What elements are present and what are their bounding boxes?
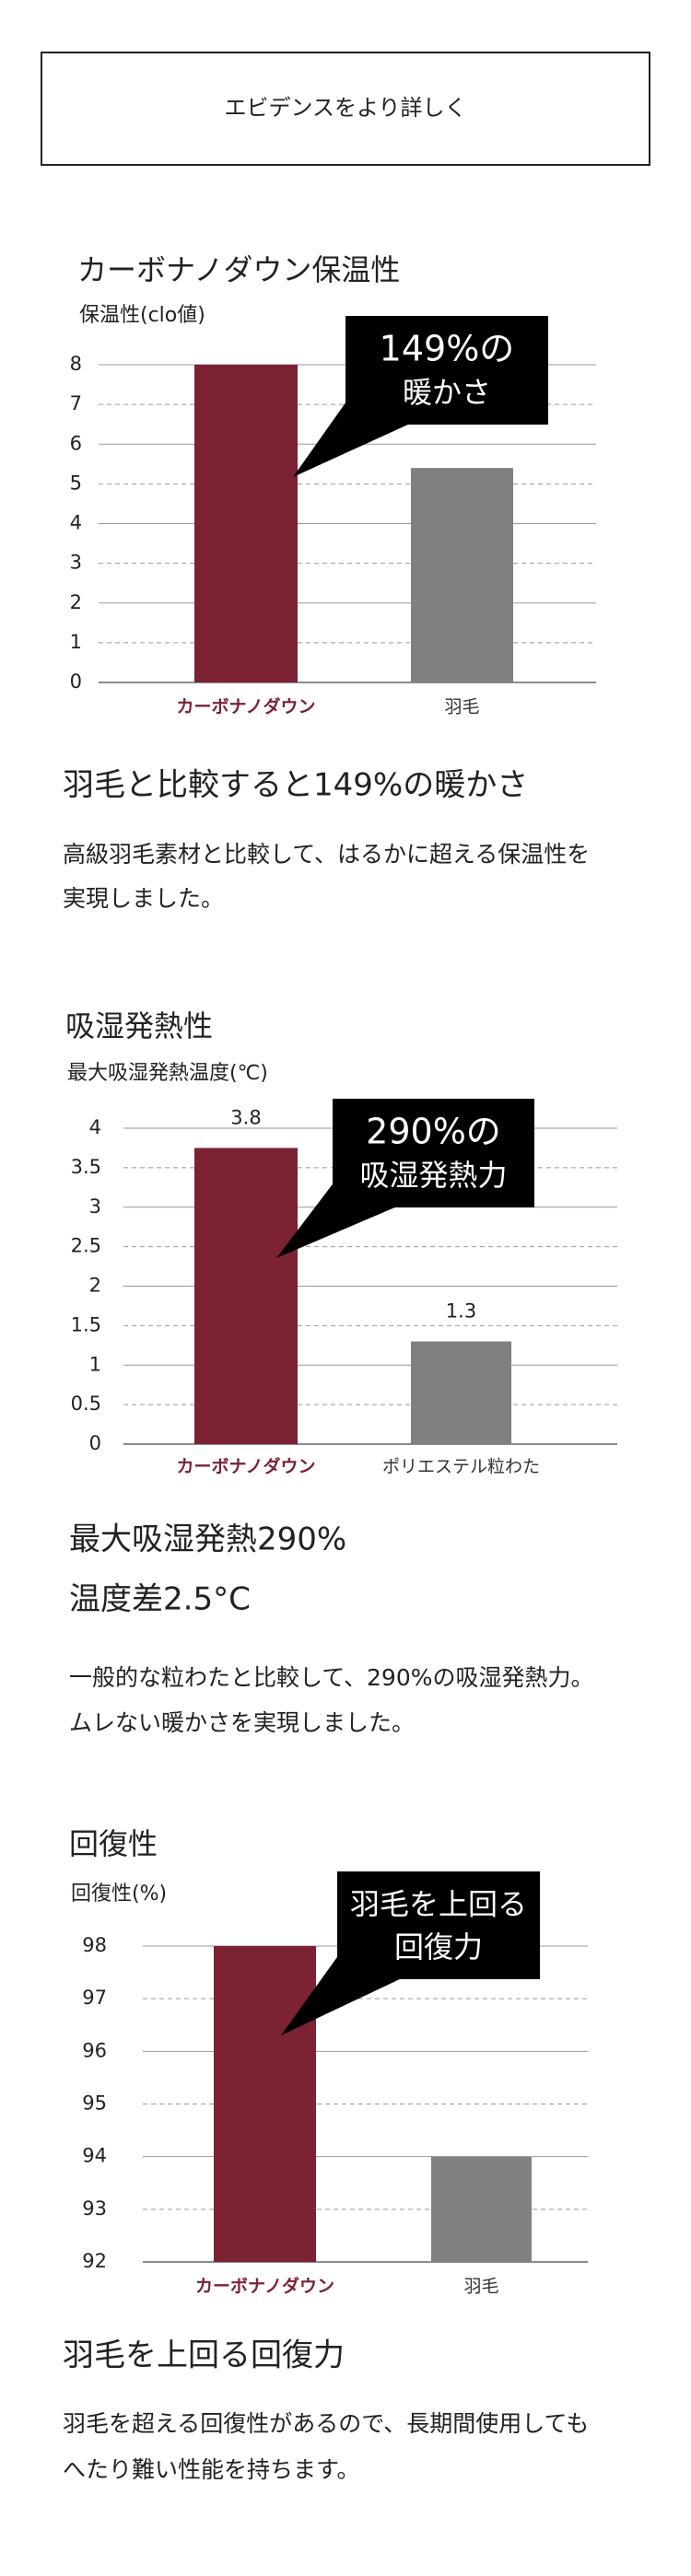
x-tick-label: 羽毛 [444,697,479,717]
y-tick-label: 92 [82,2250,107,2272]
y-tick-label: 1.5 [71,1313,101,1335]
y-tick-label: 93 [82,2197,107,2220]
x-tick-label: ポリエステル粒わた [382,1457,540,1477]
y-tick-label: 5 [70,472,82,494]
y-tick-label: 3 [70,552,82,574]
y-tick-label: 94 [82,2145,107,2167]
callout-text: 149%の [380,328,515,368]
callout-text: 吸湿発熱力 [359,1158,507,1193]
y-tick-label: 2 [89,1275,101,1297]
y-tick-label: 2.5 [71,1235,101,1257]
y-tick-label: 0.5 [71,1393,101,1415]
y-tick-label: 97 [82,1987,107,2009]
bar [194,365,298,682]
y-axis-label: 最大吸湿発熱温度(℃) [67,1062,268,1085]
x-tick-label: カーボナノダウン [195,2276,334,2297]
section-body: へたり難い性能を持ちます。 [63,2456,360,2483]
y-tick-label: 96 [82,2039,107,2061]
y-axis-label: 保温性(clo値) [79,304,205,327]
section-heading: 羽毛を上回る回復力 [63,2337,345,2374]
bar [411,1341,511,1444]
callout-text: 羽毛を上回る [350,1886,527,1921]
section-heading: 最大吸湿発熱290% [69,1521,346,1558]
chart-title: カーボナノダウン保温性 [77,252,400,287]
section-body: 実現しました。 [63,885,224,912]
bar [431,2156,532,2262]
y-tick-label: 0 [89,1432,101,1454]
callout-text: 暖かさ [403,375,491,410]
callout-box [333,1099,534,1207]
value-label: 3.8 [230,1106,261,1128]
section-body: 羽毛を超える回復性があるので、長期間使用しても [63,2410,589,2437]
y-tick-label: 8 [70,353,82,375]
y-tick-label: 98 [82,1934,107,1956]
bar [214,1946,316,2262]
y-tick-label: 3 [89,1195,101,1218]
x-tick-label: 羽毛 [463,2277,498,2297]
callout-text: 回復力 [394,1929,483,1964]
section-body: 一般的な粒わたと比較して、290%の吸湿発熱力。 [69,1664,593,1691]
section-heading: 羽毛と比較すると149%の暖かさ [63,767,528,804]
callout-box [346,316,548,425]
y-tick-label: 1 [89,1353,101,1375]
y-tick-label: 6 [70,432,82,454]
y-tick-label: 2 [70,591,82,613]
bar [411,468,513,682]
section-body: 高級羽毛素材と比較して、はるかに超える保温性を [63,841,590,868]
y-tick-label: 4 [89,1116,101,1138]
y-tick-label: 7 [70,392,82,414]
y-axis-label: 回復性(%) [71,1882,167,1906]
section-heading: 温度差2.5°C [69,1581,251,1618]
y-tick-label: 95 [82,2092,107,2115]
y-tick-label: 4 [70,512,82,534]
button-label[interactable]: エビデンスをより詳しく [224,95,466,121]
bar [194,1148,298,1444]
chart-title: 回復性 [69,1826,158,1861]
x-tick-label: カーボナノダウン [176,696,315,717]
y-tick-label: 3.5 [71,1156,101,1178]
y-tick-label: 0 [70,670,82,693]
chart-title: 吸湿発熱性 [65,1008,213,1043]
x-tick-label: カーボナノダウン [176,1456,315,1477]
section-body: ムレない暖かさを実現しました。 [69,1709,415,1736]
value-label: 1.3 [446,1300,476,1323]
callout-text: 290%の [366,1111,501,1151]
evidence-button[interactable] [41,52,650,166]
y-tick-label: 1 [70,631,82,653]
callout-box [337,1871,540,1979]
